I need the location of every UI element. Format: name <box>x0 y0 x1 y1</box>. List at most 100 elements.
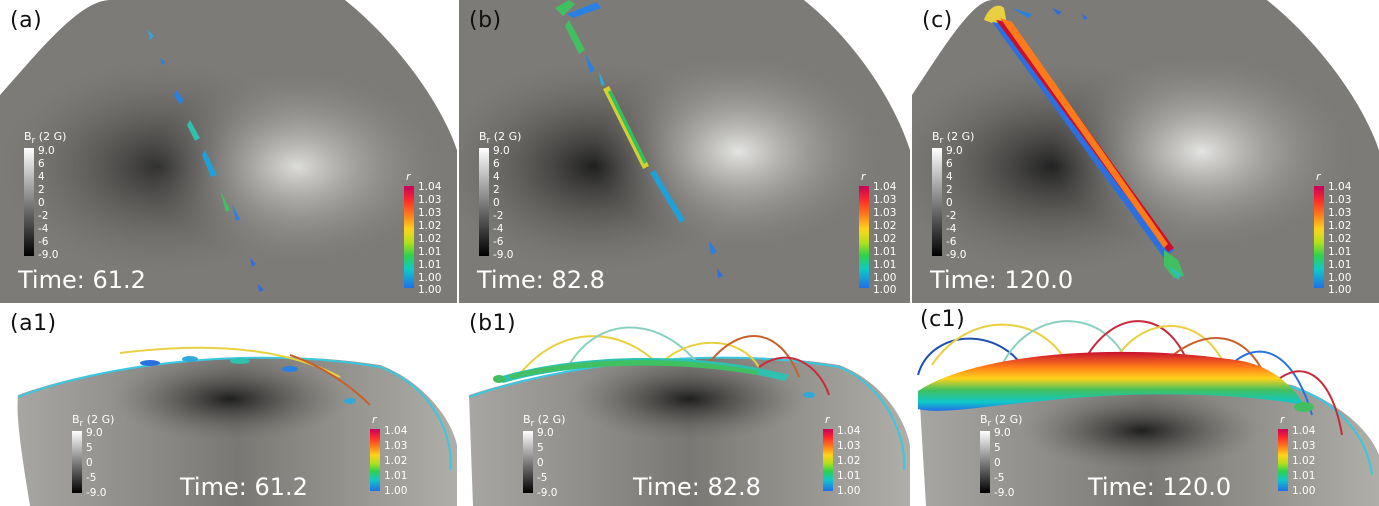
r-tick: 1.02 <box>1328 220 1352 232</box>
br-tick: 6 <box>38 158 45 170</box>
br-title: B <box>24 130 32 143</box>
r-colorbar: r 1.04 1.03 1.02 1.01 1.00 <box>1276 413 1326 503</box>
filament-isosurface <box>984 5 1184 280</box>
r-tick: 1.02 <box>384 455 408 467</box>
br-tick: -2 <box>38 210 49 222</box>
br-tick: 9.0 <box>537 427 554 439</box>
br-subscript: r <box>530 418 535 430</box>
r-tick: 1.00 <box>1292 485 1316 497</box>
br-unit: (2 G) <box>35 130 67 143</box>
br-unit: (2 G) <box>490 130 522 143</box>
br-tick: -9.0 <box>38 249 59 261</box>
br-subscript: r <box>31 135 36 147</box>
br-tick: -5 <box>994 472 1005 484</box>
r-tick: 1.02 <box>1292 455 1316 467</box>
filament-isosurface <box>918 351 1314 412</box>
br-subscript: r <box>79 418 84 430</box>
br-colorbar: Br (2 G) 9.0 6 4 2 0 -2 -4 -6 -9.0 <box>22 130 82 261</box>
rainbow-bar <box>859 186 869 288</box>
grayscale-bar <box>24 148 34 256</box>
br-tick: 0 <box>946 197 953 209</box>
r-tick: 1.00 <box>873 284 897 296</box>
r-tick: 1.01 <box>873 246 897 258</box>
r-tick: 1.03 <box>837 440 861 452</box>
r-title: r <box>825 413 830 426</box>
r-colorbar: r 1.04 1.03 1.03 1.02 1.02 1.01 1.01 1.0… <box>857 170 907 296</box>
r-tick: 1.04 <box>873 181 897 193</box>
filament-isosurface <box>140 356 356 404</box>
rainbow-bar <box>823 429 833 491</box>
r-tick: 1.03 <box>384 440 408 452</box>
br-tick: 4 <box>38 171 45 183</box>
br-subscript: r <box>987 418 992 430</box>
br-title: B <box>479 130 487 143</box>
br-unit: (2 G) <box>534 413 566 426</box>
br-tick: -9.0 <box>946 249 967 261</box>
r-tick: 1.03 <box>1292 440 1316 452</box>
r-tick: 1.01 <box>837 470 861 482</box>
br-tick: 6 <box>493 158 500 170</box>
br-title: B <box>72 413 80 426</box>
r-tick: 1.00 <box>418 284 442 296</box>
r-tick: 1.00 <box>1328 284 1352 296</box>
br-colorbar: Br (2 G) 9.0 5 0 -5 -9.0 <box>521 413 581 503</box>
panel-c1: (c1) Br (2 G) 9.0 5 0 -5 -9.0 Time: 120.… <box>912 305 1379 506</box>
br-tick: -5 <box>537 472 548 484</box>
r-tick: 1.02 <box>418 233 442 245</box>
br-tick: -9.0 <box>537 487 558 499</box>
magnetogram-surface <box>917 320 1379 506</box>
br-tick: 2 <box>38 184 45 196</box>
panel-label: (b) <box>469 8 502 33</box>
panel-label: (a) <box>10 8 43 33</box>
panel-label: (c) <box>922 8 953 33</box>
filament-isosurface <box>493 357 815 398</box>
br-tick: 0 <box>994 457 1001 469</box>
rainbow-bar <box>404 186 414 288</box>
br-tick: 5 <box>86 442 93 454</box>
grayscale-bar <box>479 148 489 256</box>
br-tick: 0 <box>537 457 544 469</box>
br-subscript: r <box>939 135 944 147</box>
br-tick: -2 <box>493 210 504 222</box>
magnetogram-surface <box>0 0 457 303</box>
panel-label: (b1) <box>469 311 517 336</box>
br-tick: 5 <box>994 442 1001 454</box>
r-tick: 1.00 <box>873 272 897 284</box>
r-title: r <box>406 170 411 183</box>
br-tick: 2 <box>946 184 953 196</box>
r-tick: 1.02 <box>837 455 861 467</box>
br-colorbar: Br (2 G) 9.0 6 4 2 0 -2 -4 -6 -9.0 <box>477 130 537 261</box>
r-tick: 1.01 <box>418 246 442 258</box>
r-title: r <box>1316 170 1321 183</box>
r-colorbar: r 1.04 1.03 1.03 1.02 1.02 1.01 1.01 1.0… <box>402 170 452 296</box>
r-tick: 1.03 <box>1328 207 1352 219</box>
time-label: Time: 61.2 <box>18 266 146 294</box>
r-tick: 1.01 <box>1292 470 1316 482</box>
br-tick: -9.0 <box>86 487 107 499</box>
panel-c: (c) Br (2 G) 9.0 6 4 2 0 -2 -4 -6 -9.0 T… <box>912 0 1379 303</box>
r-tick: 1.02 <box>873 220 897 232</box>
br-unit: (2 G) <box>83 413 115 426</box>
r-tick: 1.00 <box>418 272 442 284</box>
br-tick: -9.0 <box>994 487 1015 499</box>
br-tick: 9.0 <box>493 145 510 157</box>
rainbow-bar <box>1278 429 1288 491</box>
br-tick: 0 <box>38 197 45 209</box>
time-label: Time: 61.2 <box>180 473 308 501</box>
magnetogram-surface <box>17 345 457 506</box>
r-tick: 1.01 <box>384 470 408 482</box>
panel-label: (a1) <box>10 311 57 336</box>
rainbow-bar <box>370 429 380 491</box>
br-title: B <box>980 413 988 426</box>
r-colorbar: r 1.04 1.03 1.03 1.02 1.02 1.01 1.01 1.0… <box>1312 170 1362 296</box>
br-tick: 4 <box>493 171 500 183</box>
panel-b1: (b1) Br (2 G) 9.0 5 0 -5 -9.0 Time: 82.8… <box>459 305 910 506</box>
grayscale-bar <box>72 431 82 493</box>
br-tick: 6 <box>946 158 953 170</box>
br-title: B <box>932 130 940 143</box>
r-title: r <box>861 170 866 183</box>
magnetogram-surface <box>912 0 1379 303</box>
br-title: B <box>523 413 531 426</box>
r-tick: 1.04 <box>1328 181 1352 193</box>
br-tick: 9.0 <box>38 145 55 157</box>
